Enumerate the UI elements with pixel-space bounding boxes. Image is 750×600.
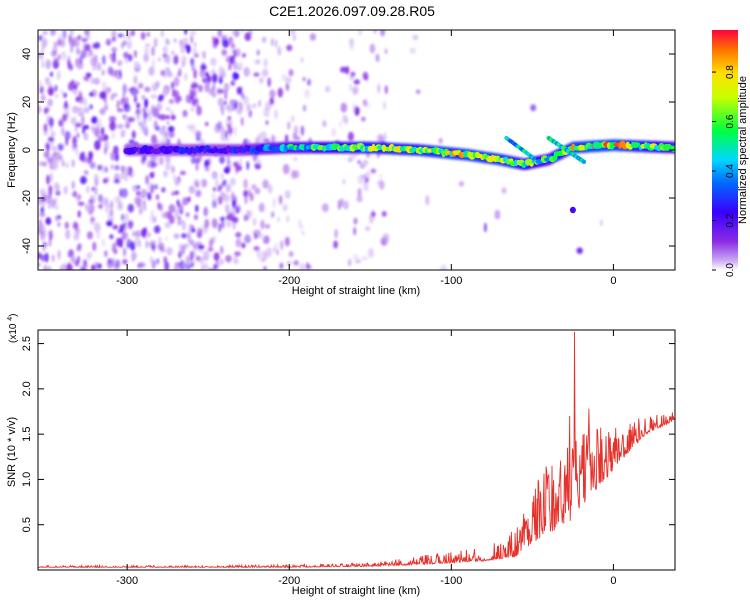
colorbar-label: Normalized spectral amplitude — [737, 76, 749, 224]
colorbar-tick-label: 0.6 — [725, 114, 736, 128]
colorbar-tick-label: 0.2 — [725, 213, 736, 227]
colorbar-tick-label: 0.8 — [725, 65, 736, 79]
snr-multiplier-text: (x10 — [8, 323, 19, 343]
snr-x-tick-label: -300 — [116, 575, 138, 587]
colorbar-tick-label: 0.0 — [725, 263, 736, 277]
spectrogram-y-ticks: -40 -20 0 20 40 — [21, 48, 675, 254]
snr-y-tick-label: 2.0 — [21, 381, 33, 396]
spectrogram-x-tick-label: -100 — [440, 275, 462, 287]
spectrogram-x-tick-label: 0 — [610, 275, 616, 287]
snr-x-axis-label: Height of straight line (km) — [292, 585, 420, 597]
colorbar: 0.0 0.2 0.4 0.6 0.8 Normalized spectral ampl… — [712, 30, 749, 277]
snr-y-tick-label: 1.0 — [21, 472, 33, 487]
spectrogram-ridge-branch — [504, 135, 587, 214]
spectrogram-y-tick-label: -40 — [21, 238, 33, 254]
colorbar-tick-label: 0.4 — [725, 164, 736, 178]
spectrogram-noise-speckle — [38, 30, 603, 270]
snr-multiplier-close: ) — [8, 314, 19, 317]
colorbar-gradient — [712, 30, 738, 270]
snr-y-tick-label: 0.5 — [21, 517, 33, 532]
spectrogram-x-tick-label: -300 — [116, 275, 138, 287]
colorbar-ticks: 0.0 0.2 0.4 0.6 0.8 — [712, 65, 736, 277]
snr-x-ticks: -300 -200 -100 0 — [116, 330, 616, 587]
snr-y-tick-label: 2.5 — [21, 336, 33, 351]
snr-x-tick-label: -100 — [440, 575, 462, 587]
spectrogram-y-tick-label: -20 — [21, 190, 33, 206]
snr-x-tick-label: -200 — [278, 575, 300, 587]
spectrogram-heatmap — [38, 30, 675, 270]
snr-y-ticks: 0.5 1.0 1.5 2.0 2.5 — [21, 336, 675, 532]
spectrogram-y-tick-label: 0 — [21, 147, 33, 153]
snr-frame — [37, 329, 676, 571]
spectrogram-x-ticks: -300 -200 -100 0 — [116, 30, 616, 287]
figure-title: C2E1.2026.097.09.28.R05 — [269, 3, 435, 19]
snr-multiplier-label: (x10 4) — [7, 314, 19, 343]
snr-y-tick-label: 1.5 — [21, 427, 33, 442]
spectrogram-x-axis-label: Height of straight line (km) — [292, 285, 420, 297]
snr-x-tick-label: 0 — [610, 575, 616, 587]
snr-panel: -300 -200 -100 0 0.5 1.0 1.5 2.0 2.5 Height of … — [6, 314, 676, 597]
spectrogram-y-tick-label: 40 — [21, 48, 33, 60]
spectrogram-ridge-core — [123, 140, 675, 168]
spectrogram-y-tick-label: 20 — [21, 96, 33, 108]
snr-multiplier-exponent: 4 — [7, 317, 14, 321]
snr-series-line — [38, 331, 675, 569]
spectrogram-x-tick-label: -200 — [278, 275, 300, 287]
snr-y-axis-label: SNR (10 * v/v) — [6, 417, 18, 487]
spectrogram-y-axis-label: Frequency (Hz) — [6, 112, 18, 188]
